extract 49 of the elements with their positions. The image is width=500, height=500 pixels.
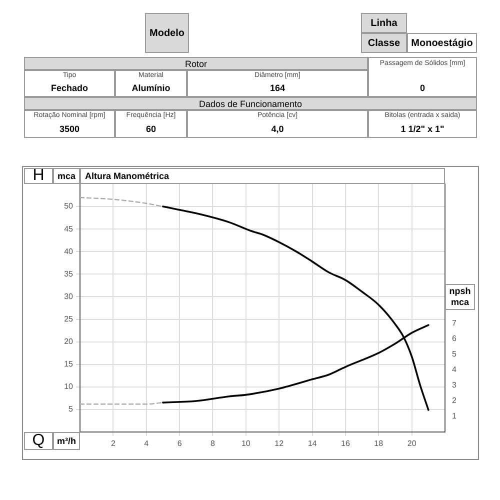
text: 4,0 — [270, 124, 285, 134]
text: 60 — [144, 124, 157, 134]
y2-tick-label: 7 — [452, 318, 457, 328]
y2-axis-title: npsh mca — [445, 284, 475, 310]
y-tick-label: 30 — [64, 292, 74, 301]
x-tick-label: 10 — [241, 439, 251, 448]
text: 1 1/2" x 1" — [400, 124, 446, 134]
x-tick-label: 12 — [274, 439, 284, 448]
text: Linha — [361, 13, 407, 33]
y-tick-label: 15 — [64, 360, 74, 369]
text: Monoestágio — [407, 33, 477, 53]
text: 164 — [268, 83, 286, 93]
y-tick-label: 5 — [68, 404, 74, 414]
y-axis-title: mca — [53, 168, 80, 184]
x-axis-title: m³/h — [53, 432, 80, 450]
text: Rotor — [24, 57, 368, 70]
text: H — [24, 167, 53, 184]
y2-tick-label: 4 — [452, 365, 457, 374]
y-tick-label: 45 — [64, 224, 74, 234]
x-tick-label: 6 — [177, 439, 182, 448]
y-tick-label: 50 — [64, 202, 74, 211]
y-tick-label: 25 — [64, 314, 74, 324]
x-tick-label: 14 — [308, 439, 318, 448]
y-tick-label: 35 — [64, 269, 74, 278]
y-tick-label: 10 — [64, 382, 74, 392]
x-tick-label: 20 — [407, 439, 417, 448]
text: Modelo — [145, 13, 189, 53]
y-tick-label: 20 — [64, 337, 74, 346]
text: Fechado — [50, 83, 89, 93]
text: 0 — [418, 83, 426, 93]
x-tick-label: 2 — [110, 439, 116, 448]
y-tick-label: 40 — [64, 246, 74, 256]
text: Q — [24, 432, 53, 450]
x-tick-label: 18 — [374, 439, 384, 448]
x-tick-label: 8 — [210, 439, 216, 448]
y2-tick-label: 3 — [452, 380, 457, 390]
text: Alumínio — [130, 83, 172, 93]
y2-tick-label: 5 — [452, 350, 457, 359]
y2-tick-label: 2 — [452, 396, 457, 406]
y2-tick-label: 1 — [452, 412, 457, 421]
line-series — [162, 206, 430, 411]
x-tick-label: 16 — [341, 439, 350, 448]
x-tick-label: 4 — [144, 439, 150, 448]
y2-tick-label: 6 — [452, 334, 457, 344]
chart-title: Altura Manométrica — [80, 168, 445, 184]
line-series — [80, 196, 164, 208]
text: Classe — [361, 33, 407, 53]
text: Dados de Funcionamento — [24, 97, 477, 110]
text: 3500 — [58, 124, 81, 134]
